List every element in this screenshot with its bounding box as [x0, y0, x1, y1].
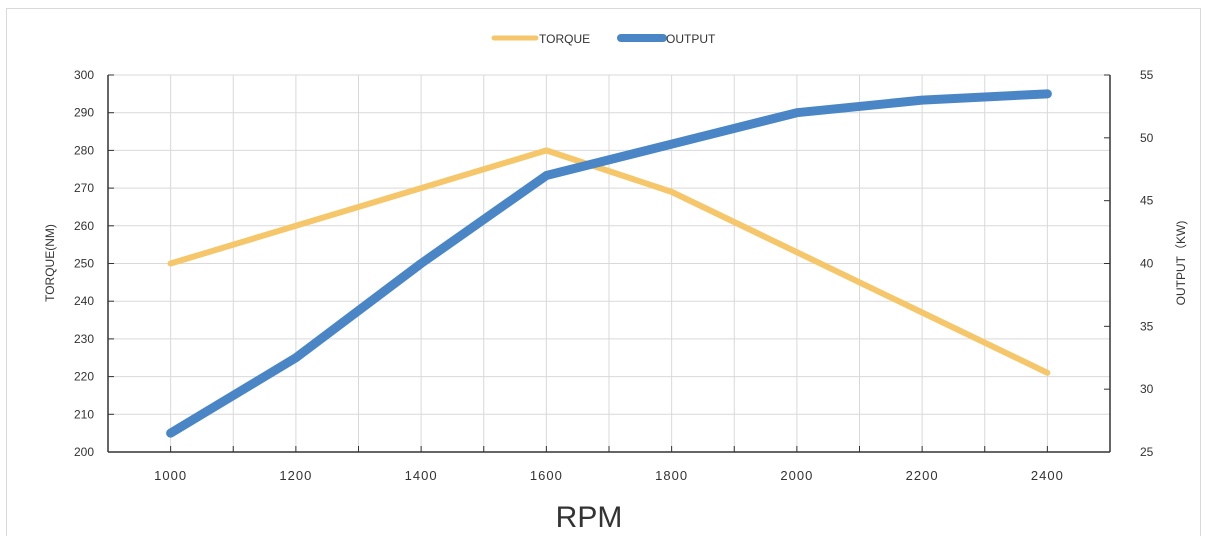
y-left-tick-label: 280: [74, 143, 94, 157]
x-tick-label: 1400: [405, 468, 438, 483]
y-left-tick-label: 290: [74, 106, 94, 120]
x-tick-label: 1000: [154, 468, 187, 483]
y-right-tick-label: 45: [1140, 194, 1154, 208]
y-left-tick-label: 210: [74, 407, 94, 421]
chart-frame: [6, 8, 1201, 536]
y-left-tick-label: 200: [74, 445, 94, 459]
legend-label-output: OUTPUT: [666, 32, 716, 46]
x-tick-label: 1200: [279, 468, 312, 483]
y-right-tick-label: 35: [1140, 319, 1154, 333]
x-tick-label: 1800: [655, 468, 688, 483]
y-right-tick-label: 40: [1140, 257, 1154, 271]
y-axis-right-label: OUTPUT（KW): [1174, 221, 1188, 306]
x-axis-label: RPM: [556, 501, 623, 534]
x-tick-label: 2000: [780, 468, 813, 483]
y-left-tick-label: 230: [74, 332, 94, 346]
series-line-torque: [167, 147, 1051, 376]
x-tick-label: 2400: [1031, 468, 1064, 483]
y-left-tick-label: 270: [74, 181, 94, 195]
x-tick-label: 2200: [906, 468, 939, 483]
series-lines: [166, 89, 1052, 438]
axes: 200 210 220 230 240 250 260 270 280 290 300 25 30 35 4…: [74, 68, 1154, 483]
y-right-tick-label: 50: [1140, 131, 1154, 145]
x-tick-label: 1600: [530, 468, 563, 483]
y-right-tick-label: 25: [1140, 445, 1154, 459]
legend: TORQUE OUTPUT: [491, 32, 716, 46]
y-left-tick-label: 300: [74, 68, 94, 82]
y-left-tick-label: 260: [74, 219, 94, 233]
series-line-output: [166, 89, 1052, 438]
y-left-tick-label: 250: [74, 257, 94, 271]
y-left-tick-label: 220: [74, 370, 94, 384]
grid: [108, 74, 1110, 453]
y-right-tick-label: 55: [1140, 68, 1154, 82]
y-axis-left-label: TORQUE(NM): [43, 224, 57, 302]
y-right-tick-label: 30: [1140, 382, 1154, 396]
legend-label-torque: TORQUE: [539, 32, 590, 46]
y-left-tick-label: 240: [74, 294, 94, 308]
